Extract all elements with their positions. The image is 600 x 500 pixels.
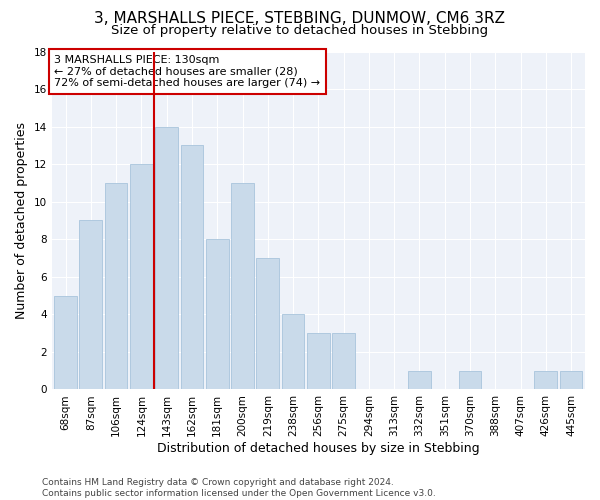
Bar [256, 258, 279, 390]
Bar [130, 164, 153, 390]
Text: Contains HM Land Registry data © Crown copyright and database right 2024.
Contai: Contains HM Land Registry data © Crown c… [42, 478, 436, 498]
Bar [332, 333, 355, 390]
Text: Size of property relative to detached houses in Stebbing: Size of property relative to detached ho… [112, 24, 488, 37]
Bar [281, 314, 304, 390]
Y-axis label: Number of detached properties: Number of detached properties [15, 122, 28, 319]
X-axis label: Distribution of detached houses by size in Stebbing: Distribution of detached houses by size … [157, 442, 479, 455]
Text: 3 MARSHALLS PIECE: 130sqm
← 27% of detached houses are smaller (28)
72% of semi-: 3 MARSHALLS PIECE: 130sqm ← 27% of detac… [55, 55, 320, 88]
Bar [231, 183, 254, 390]
Text: 3, MARSHALLS PIECE, STEBBING, DUNMOW, CM6 3RZ: 3, MARSHALLS PIECE, STEBBING, DUNMOW, CM… [95, 11, 505, 26]
Bar [560, 370, 583, 390]
Bar [307, 333, 330, 390]
Bar [535, 370, 557, 390]
Bar [206, 240, 229, 390]
Bar [155, 126, 178, 390]
Bar [79, 220, 102, 390]
Bar [408, 370, 431, 390]
Bar [181, 146, 203, 390]
Bar [105, 183, 127, 390]
Bar [458, 370, 481, 390]
Bar [54, 296, 77, 390]
